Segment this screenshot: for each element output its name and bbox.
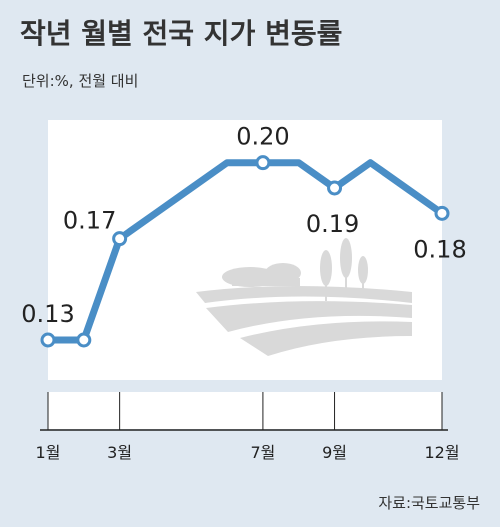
unit-label: 단위:%, 전월 대비 xyxy=(22,72,139,90)
tick-label-month-1: 1월 xyxy=(36,443,61,462)
tick-label-month-9: 9월 xyxy=(322,443,347,462)
data-point-month-2 xyxy=(76,332,92,348)
farmland-emblem xyxy=(196,238,412,356)
data-label-month-9: 0.19 xyxy=(306,210,359,238)
data-label-month-7: 0.20 xyxy=(236,123,289,151)
data-label-month-12: 0.18 xyxy=(413,235,466,263)
tick-label-month-7: 7월 xyxy=(250,443,275,462)
data-point-month-3 xyxy=(112,231,128,247)
series-line xyxy=(44,159,446,344)
tick-label-month-12: 12월 xyxy=(424,443,459,462)
data-point-month-12 xyxy=(434,205,450,221)
data-label-month-1: 0.13 xyxy=(21,300,74,328)
data-label-month-3: 0.17 xyxy=(63,207,116,235)
data-point-month-1 xyxy=(40,332,56,348)
chart-title: 작년 월별 전국 지가 변동률 xyxy=(20,17,343,50)
data-point-month-9 xyxy=(327,180,343,196)
plot-area-lower xyxy=(48,392,442,429)
source-label: 자료:국토교통부 xyxy=(378,494,480,512)
tick-label-month-3: 3월 xyxy=(107,443,132,462)
data-point-month-7 xyxy=(255,155,271,171)
